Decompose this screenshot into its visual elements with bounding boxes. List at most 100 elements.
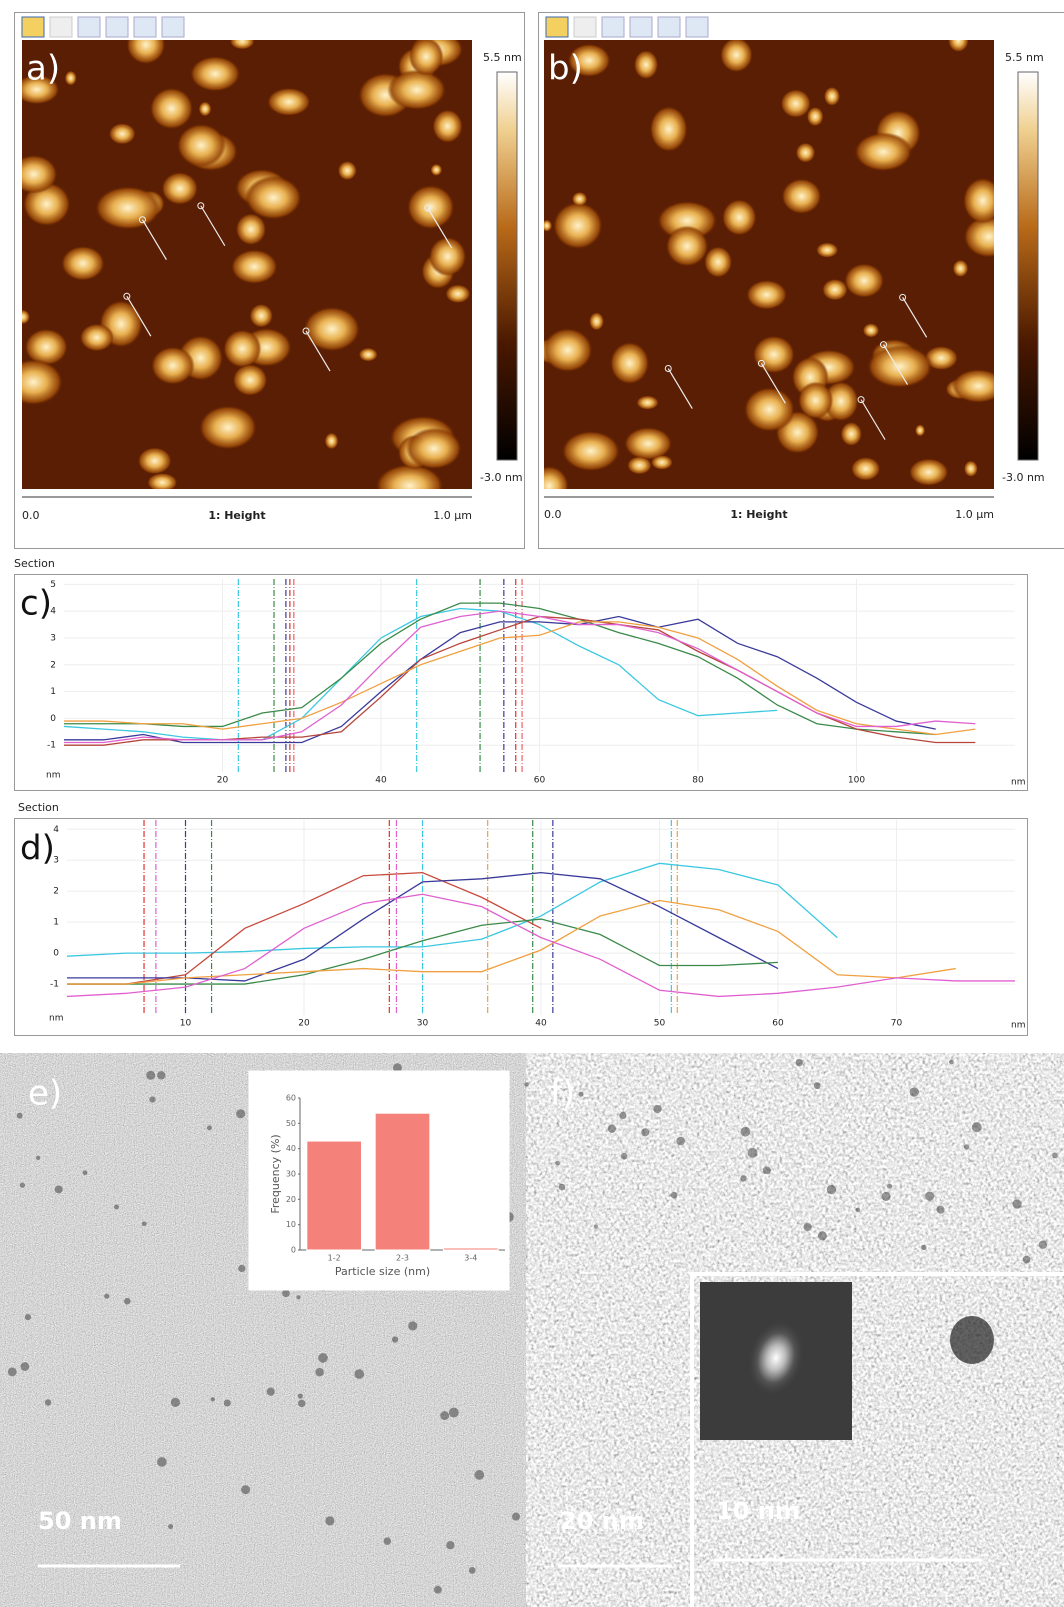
particle bbox=[747, 1147, 758, 1158]
particle bbox=[1052, 1152, 1058, 1159]
x-tick-label: 70 bbox=[891, 1019, 903, 1029]
particle bbox=[282, 1289, 290, 1298]
particle bbox=[354, 1369, 365, 1379]
x-tick-label: 60 bbox=[534, 776, 546, 786]
particle bbox=[393, 1063, 402, 1073]
y-tick-label: 4 bbox=[50, 607, 56, 617]
particle bbox=[743, 386, 796, 433]
particle bbox=[36, 1155, 41, 1160]
particle bbox=[60, 245, 105, 281]
particle bbox=[298, 1399, 306, 1408]
particle bbox=[189, 55, 241, 92]
particle bbox=[297, 1393, 303, 1399]
colorbar bbox=[1017, 71, 1039, 461]
particle bbox=[881, 1191, 891, 1201]
particle bbox=[746, 279, 788, 310]
particle bbox=[561, 430, 621, 472]
section-title: Section bbox=[18, 801, 59, 814]
particle bbox=[641, 1128, 650, 1137]
particle bbox=[817, 1231, 827, 1241]
section-marker-end bbox=[880, 341, 888, 349]
x-axis-unit: nm bbox=[1011, 778, 1025, 788]
particle bbox=[64, 70, 77, 86]
particle bbox=[146, 1070, 156, 1080]
particle bbox=[161, 171, 199, 206]
particle bbox=[806, 106, 824, 127]
channel: 1: Height bbox=[208, 509, 265, 522]
channel: 1: Height bbox=[730, 508, 787, 521]
section-title: Section bbox=[14, 557, 55, 570]
particle bbox=[963, 1144, 970, 1150]
particle bbox=[79, 323, 114, 352]
section-marker bbox=[141, 219, 167, 261]
particle bbox=[962, 177, 994, 224]
section-marker-end bbox=[302, 327, 310, 335]
particle bbox=[337, 160, 357, 181]
particle bbox=[653, 1104, 662, 1114]
series-line bbox=[67, 918, 779, 985]
panel-label: c) bbox=[20, 584, 52, 624]
particle bbox=[925, 1191, 935, 1201]
particle bbox=[887, 1183, 893, 1189]
particle bbox=[318, 1353, 328, 1363]
y-tick-label: 0 bbox=[50, 714, 56, 724]
section-marker bbox=[860, 399, 886, 440]
y-tick-label: -1 bbox=[47, 741, 56, 751]
particle bbox=[578, 1091, 584, 1097]
particle bbox=[408, 1321, 418, 1331]
panel-label: d) bbox=[20, 829, 55, 869]
y-axis-unit: nm bbox=[49, 1014, 63, 1024]
particle bbox=[198, 405, 258, 450]
series-line bbox=[67, 871, 542, 985]
particle bbox=[795, 1058, 803, 1067]
particle bbox=[210, 1397, 215, 1402]
section-marker-end bbox=[757, 359, 765, 367]
particle bbox=[915, 424, 926, 437]
x-tick-label: 1-2 bbox=[328, 1254, 341, 1263]
y-tick-label: 60 bbox=[286, 1094, 296, 1103]
bar bbox=[374, 1112, 431, 1251]
x-tick-label: 3-4 bbox=[464, 1254, 477, 1263]
section-marker-end bbox=[197, 202, 205, 210]
particle bbox=[544, 327, 593, 373]
particle bbox=[168, 1524, 174, 1530]
particle bbox=[315, 1367, 324, 1377]
particle bbox=[223, 1399, 231, 1407]
particle bbox=[636, 395, 659, 410]
colorbar-max: 5.5 nm bbox=[1005, 51, 1044, 64]
y-tick-label: 0 bbox=[291, 1246, 296, 1255]
section-marker bbox=[902, 297, 928, 338]
inset-border bbox=[690, 1272, 1064, 1607]
y-tick-label: 3 bbox=[50, 633, 56, 643]
section-marker-end bbox=[664, 365, 672, 373]
particle bbox=[665, 225, 709, 267]
scale-bar-label: 20 nm bbox=[560, 1507, 644, 1535]
x-tick-label: 80 bbox=[692, 776, 704, 786]
particle bbox=[850, 456, 881, 481]
particle bbox=[620, 1152, 628, 1160]
section-marker bbox=[667, 368, 693, 409]
particle bbox=[229, 40, 255, 50]
particle bbox=[650, 455, 673, 470]
particle bbox=[391, 1336, 399, 1343]
particle bbox=[855, 1207, 861, 1213]
particle bbox=[126, 40, 166, 65]
particle bbox=[619, 1111, 627, 1120]
particle bbox=[147, 472, 178, 489]
particle bbox=[609, 341, 650, 385]
particle bbox=[428, 236, 467, 277]
particle bbox=[866, 344, 933, 389]
particle bbox=[236, 1109, 246, 1119]
particle bbox=[844, 263, 885, 299]
particle bbox=[244, 175, 302, 220]
section-marker-end bbox=[138, 216, 146, 224]
particle bbox=[141, 1221, 147, 1227]
section-marker bbox=[882, 344, 909, 385]
particle bbox=[157, 1071, 166, 1080]
particle bbox=[440, 1411, 450, 1421]
particle bbox=[719, 40, 753, 73]
particle bbox=[383, 1537, 392, 1545]
particle bbox=[511, 1512, 521, 1521]
particle bbox=[446, 1541, 455, 1550]
